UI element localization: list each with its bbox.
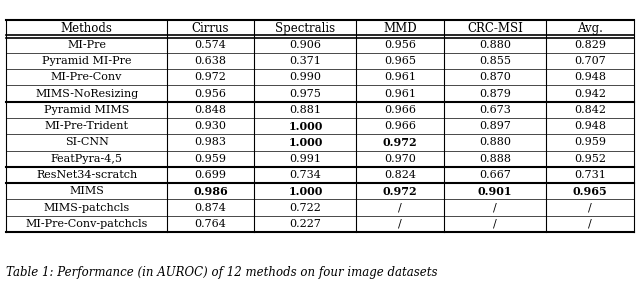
Text: 0.952: 0.952 [574,154,606,164]
Text: 0.734: 0.734 [289,170,321,180]
Text: 0.371: 0.371 [289,56,321,66]
Text: 0.881: 0.881 [289,105,321,115]
Text: 0.879: 0.879 [479,88,511,99]
Text: 0.829: 0.829 [574,40,606,50]
Text: 0.972: 0.972 [383,137,417,148]
Text: SI-CNN: SI-CNN [65,137,109,147]
Text: 0.901: 0.901 [478,186,512,197]
Text: Cirrus: Cirrus [192,22,229,35]
Text: Pyramid MIMS: Pyramid MIMS [44,105,129,115]
Text: 0.880: 0.880 [479,40,511,50]
Text: 0.959: 0.959 [195,154,227,164]
Text: 0.970: 0.970 [384,154,416,164]
Text: 0.897: 0.897 [479,121,511,131]
Text: 0.842: 0.842 [574,105,606,115]
Text: Methods: Methods [61,22,113,35]
Text: 0.930: 0.930 [195,121,227,131]
Text: 0.966: 0.966 [384,105,416,115]
Text: 0.991: 0.991 [289,154,321,164]
Text: /: / [398,203,402,213]
Text: 1.000: 1.000 [288,137,323,148]
Text: /: / [493,219,497,229]
Text: 0.966: 0.966 [384,121,416,131]
Text: MI-Pre: MI-Pre [67,40,106,50]
Text: /: / [398,219,402,229]
Text: 0.870: 0.870 [479,72,511,82]
Text: 0.990: 0.990 [289,72,321,82]
Text: CRC-MSI: CRC-MSI [467,22,523,35]
Text: MMD: MMD [383,22,417,35]
Text: 0.961: 0.961 [384,72,416,82]
Text: 0.855: 0.855 [479,56,511,66]
Text: 0.965: 0.965 [572,186,607,197]
Text: MIMS-patchcls: MIMS-patchcls [44,203,130,213]
Text: 0.667: 0.667 [479,170,511,180]
Text: MI-Pre-Conv: MI-Pre-Conv [51,72,122,82]
Text: Spectralis: Spectralis [275,22,335,35]
Text: ResNet34-scratch: ResNet34-scratch [36,170,137,180]
Text: 0.731: 0.731 [574,170,606,180]
Text: 0.972: 0.972 [195,72,227,82]
Text: 0.983: 0.983 [195,137,227,147]
Text: Pyramid MI-Pre: Pyramid MI-Pre [42,56,131,66]
Text: 0.959: 0.959 [574,137,606,147]
Text: 0.961: 0.961 [384,88,416,99]
Text: Table 1: Performance (in AUROC) of 12 methods on four image datasets: Table 1: Performance (in AUROC) of 12 me… [6,266,438,279]
Text: 0.942: 0.942 [574,88,606,99]
Text: 0.965: 0.965 [384,56,416,66]
Text: 0.848: 0.848 [195,105,227,115]
Text: 0.227: 0.227 [289,219,321,229]
Text: 0.707: 0.707 [574,56,605,66]
Text: 1.000: 1.000 [288,121,323,132]
Text: 0.722: 0.722 [289,203,321,213]
Text: 0.888: 0.888 [479,154,511,164]
Text: 0.956: 0.956 [195,88,227,99]
Text: MIMS-NoResizing: MIMS-NoResizing [35,88,138,99]
Text: 0.874: 0.874 [195,203,227,213]
Text: MI-Pre-Trident: MI-Pre-Trident [45,121,129,131]
Text: /: / [588,203,592,213]
Text: /: / [493,203,497,213]
Text: 0.673: 0.673 [479,105,511,115]
Text: 0.764: 0.764 [195,219,227,229]
Text: MI-Pre-Conv-patchcls: MI-Pre-Conv-patchcls [26,219,148,229]
Text: 1.000: 1.000 [288,186,323,197]
Text: 0.986: 0.986 [193,186,228,197]
Text: 0.824: 0.824 [384,170,416,180]
Text: FeatPyra-4,5: FeatPyra-4,5 [51,154,123,164]
Text: 0.948: 0.948 [574,72,606,82]
Text: 0.574: 0.574 [195,40,227,50]
Text: 0.699: 0.699 [195,170,227,180]
Text: Avg.: Avg. [577,22,603,35]
Text: 0.906: 0.906 [289,40,321,50]
Text: 0.975: 0.975 [289,88,321,99]
Text: 0.638: 0.638 [195,56,227,66]
Text: 0.880: 0.880 [479,137,511,147]
Text: MIMS: MIMS [69,186,104,196]
Text: 0.948: 0.948 [574,121,606,131]
Text: /: / [588,219,592,229]
Text: 0.956: 0.956 [384,40,416,50]
Text: 0.972: 0.972 [383,186,417,197]
